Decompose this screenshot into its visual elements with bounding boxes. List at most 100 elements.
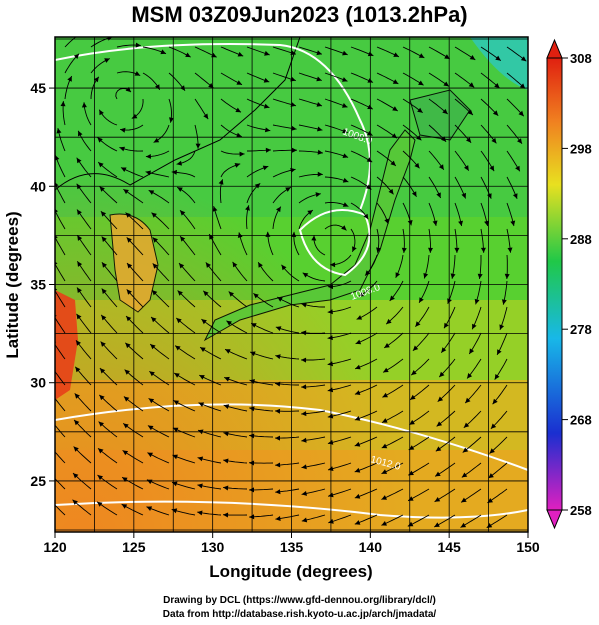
streamline-arrowhead <box>76 157 82 164</box>
streamline-arrowhead <box>123 423 129 429</box>
streamline-arrowhead <box>275 516 281 521</box>
streamline-arrowhead <box>381 521 387 526</box>
streamline-arrowhead <box>121 504 128 509</box>
streamline-arrowhead <box>388 188 394 195</box>
streamline-arrowhead <box>122 477 128 482</box>
streamline-arrowhead <box>327 284 333 290</box>
streamline-arrowhead <box>384 343 390 348</box>
colorbar: 258 268 278 288 298 308 <box>546 38 592 530</box>
streamline <box>55 424 66 438</box>
streamline-arrowhead <box>317 126 323 132</box>
streamline-arrowhead <box>122 450 129 456</box>
streamline-arrowhead <box>419 297 424 303</box>
streamline-arrowhead <box>416 135 422 141</box>
streamline-arrowhead <box>316 76 322 82</box>
streamline-arrowhead <box>444 322 449 329</box>
streamline-arrowhead <box>492 398 498 405</box>
streamline-arrowhead <box>450 273 456 279</box>
streamline-arrowhead <box>501 299 507 305</box>
streamline-arrowhead <box>499 324 505 330</box>
streamline-arrowhead <box>125 212 131 218</box>
streamline-arrowhead <box>301 437 307 443</box>
colorbar-tick-label: 298 <box>570 141 592 156</box>
streamline-arrowhead <box>301 517 308 523</box>
streamline-arrowhead <box>99 394 105 401</box>
streamline-arrowhead <box>517 138 522 144</box>
streamline-arrowhead <box>366 157 373 163</box>
streamline-arrowhead <box>465 397 471 404</box>
streamline-arrowhead <box>342 128 348 134</box>
streamline-arrowhead <box>228 291 234 297</box>
streamline-arrowhead <box>77 261 83 267</box>
streamline-arrowhead <box>301 330 307 336</box>
streamline-arrowhead <box>74 393 80 399</box>
streamline-arrowhead <box>218 179 224 185</box>
streamline-arrowhead <box>223 512 229 518</box>
colorbar-tick-label: 278 <box>570 322 592 337</box>
streamline-arrowhead <box>152 263 158 269</box>
streamline-arrowhead <box>76 340 81 346</box>
x-axis-ticks: 120 125 130 135 140 145 150 <box>43 532 540 555</box>
streamline-arrowhead <box>104 58 110 63</box>
streamline-arrowhead <box>497 349 502 355</box>
streamline-arrowhead <box>461 497 467 503</box>
streamline-arrowhead <box>444 54 450 59</box>
streamline-arrowhead <box>74 419 80 426</box>
streamline-arrowhead <box>504 273 510 279</box>
streamline-arrowhead <box>60 101 66 107</box>
streamline-arrowhead <box>253 293 259 299</box>
streamline-arrowhead <box>99 368 106 374</box>
wind-streamlines <box>49 37 527 529</box>
streamline-arrowhead <box>463 422 470 428</box>
streamline-arrowhead <box>249 514 255 520</box>
streamline-arrowhead <box>179 263 185 269</box>
streamline-arrowhead <box>160 49 166 55</box>
streamline-arrowhead <box>301 491 307 496</box>
streamline-arrowhead <box>415 321 421 327</box>
streamline-arrowhead <box>176 160 182 166</box>
streamline-arrowhead <box>151 212 157 218</box>
streamline-arrowhead <box>101 236 107 242</box>
streamline-arrowhead <box>392 79 399 84</box>
streamline-arrowhead <box>147 452 153 458</box>
streamline-arrowhead <box>352 246 357 252</box>
streamline-arrowhead <box>301 357 307 363</box>
streamline-arrowhead <box>236 132 242 138</box>
colorbar-tick-label: 268 <box>570 413 592 428</box>
streamline-arrowhead <box>412 345 419 351</box>
streamline-arrowhead <box>356 315 363 320</box>
streamline-arrowhead <box>126 316 132 322</box>
streamline-arrowhead <box>49 445 54 450</box>
streamline-arrowhead <box>292 147 297 153</box>
streamline-arrowhead <box>486 523 493 528</box>
streamline-arrowhead <box>489 165 495 172</box>
streamline-arrowhead <box>174 373 180 378</box>
streamline-arrowhead <box>263 77 270 83</box>
streamline-arrowhead <box>262 165 269 171</box>
colorbar-tick-label: 288 <box>570 232 592 247</box>
streamline-arrowhead <box>381 443 388 449</box>
streamline-arrowhead <box>121 167 127 172</box>
streamline-arrowhead <box>327 335 333 341</box>
streamline-arrowhead <box>439 371 445 378</box>
streamline-arrowhead <box>127 263 133 269</box>
streamline-arrowhead <box>507 247 513 253</box>
streamline-arrowhead <box>480 247 486 253</box>
streamline-arrowhead <box>417 107 423 113</box>
streamline-arrowhead <box>275 489 281 495</box>
streamline-arrowhead <box>150 344 156 350</box>
streamline-arrowhead <box>341 225 347 231</box>
streamline-arrowhead <box>134 71 141 76</box>
streamline-arrowhead <box>407 220 413 226</box>
streamline-arrowhead <box>176 318 182 324</box>
streamline-arrowhead <box>125 342 131 349</box>
streamline-arrowhead <box>78 130 83 137</box>
streamline-arrowhead <box>467 109 473 115</box>
streamline-arrowhead <box>49 472 54 477</box>
y-axis-ticks: 25 30 35 40 45 <box>30 80 55 489</box>
streamline-arrowhead <box>50 419 55 425</box>
streamline-arrowhead <box>55 182 59 187</box>
y-tick-label: 30 <box>30 375 46 391</box>
streamline-arrowhead <box>301 411 307 417</box>
streamline-arrowhead <box>226 320 232 326</box>
